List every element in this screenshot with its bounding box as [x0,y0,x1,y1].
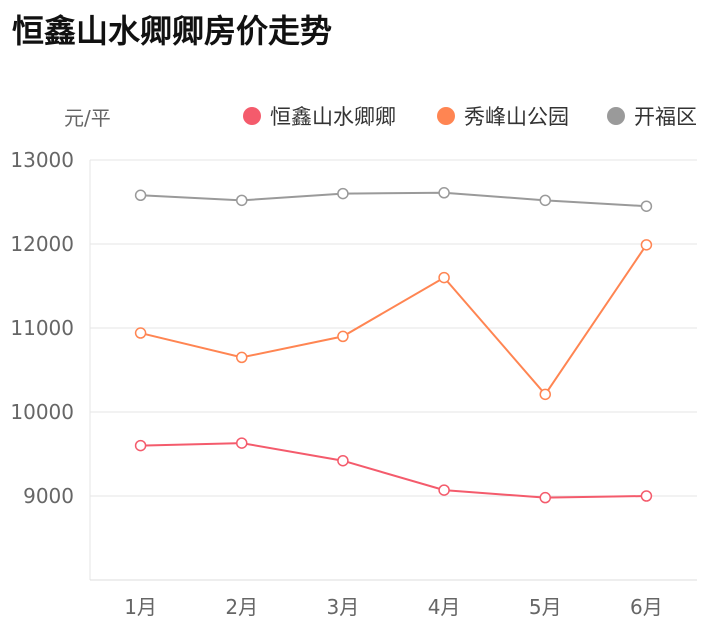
legend-marker [437,107,455,125]
legend-label: 恒鑫山水卿卿 [270,105,396,129]
data-point [539,491,551,504]
chart-title: 恒鑫山水卿卿房价走势 [12,12,333,50]
legend-marker [607,107,625,125]
legend-marker [243,107,261,125]
data-point [640,490,653,502]
y-axis-label: 元/平 [64,106,111,130]
y-tick-label: 10000 [10,400,74,424]
data-point [236,194,248,207]
legend-label: 秀峰山公园 [464,105,569,129]
data-point [134,439,147,452]
y-tick-label: 9000 [23,484,74,508]
x-tick-label: 6月 [630,595,663,619]
data-point [539,194,551,207]
data-point [539,388,551,401]
data-point [640,200,653,212]
legend-label: 开福区 [634,105,697,129]
x-tick-label: 2月 [225,595,258,619]
data-point [438,187,450,199]
data-point [236,437,248,449]
data-point [134,189,147,202]
x-tick-label: 3月 [327,595,360,619]
data-point [337,330,349,343]
x-tick-label: 4月 [428,595,461,619]
data-point [438,271,450,284]
series-line [140,191,647,208]
y-tick-label: 13000 [10,148,74,172]
data-point [337,187,349,200]
series-line [140,244,648,396]
x-tick-label: 5月 [529,595,562,619]
data-point [640,239,653,251]
data-point [438,484,450,496]
data-point [236,351,248,364]
series-line [140,442,647,499]
data-point [134,327,147,339]
y-tick-label: 11000 [10,316,74,340]
x-tick-label: 1月 [124,595,157,619]
y-tick-label: 12000 [10,232,74,256]
data-point [337,454,349,467]
